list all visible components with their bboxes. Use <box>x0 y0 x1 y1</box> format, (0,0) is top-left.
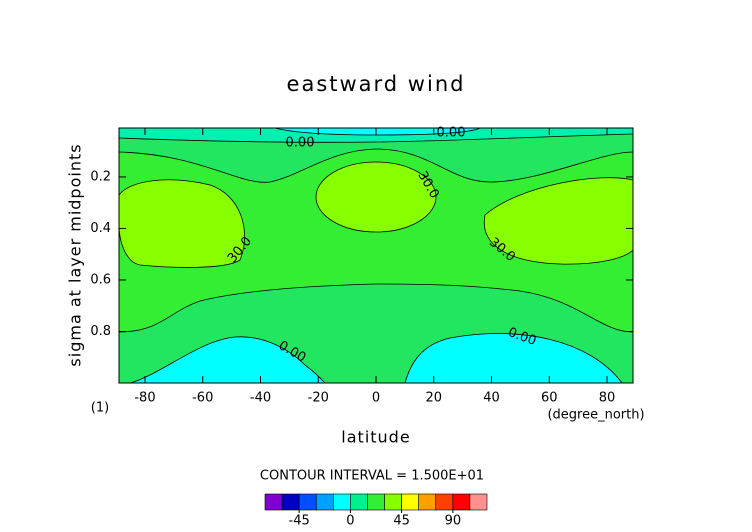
colorbar-box <box>367 493 385 511</box>
y-tick-label: 0.2 <box>90 169 111 184</box>
region <box>130 336 325 383</box>
contour-line <box>404 333 623 384</box>
contour-label: 0.00 <box>437 126 466 141</box>
colorbar-box <box>333 493 351 511</box>
x-tick-label: 0 <box>372 391 380 406</box>
x-tick-label: -80 <box>134 391 155 406</box>
colorbar-box <box>281 493 300 511</box>
x-tick-label: -20 <box>308 391 329 406</box>
x-unit: (degree_north) <box>547 408 644 423</box>
x-tick-label: -60 <box>192 391 213 406</box>
contour-lines <box>118 127 634 384</box>
contour-line <box>118 133 634 143</box>
colorbar-tick-label: 45 <box>393 514 410 529</box>
colorbar-box <box>298 493 317 511</box>
x-tick-label: -40 <box>250 391 271 406</box>
y-axis-label: sigma at layer midpoints <box>66 143 85 366</box>
contour-line <box>118 179 245 268</box>
region <box>119 179 245 268</box>
contour-line <box>118 148 634 183</box>
colorbar-box <box>264 493 283 511</box>
x-tick-label: 80 <box>599 391 616 406</box>
colorbar-box <box>315 493 334 511</box>
region <box>405 333 622 383</box>
y-unit: (1) <box>91 401 109 416</box>
x-tick-label: 20 <box>425 391 442 406</box>
colorbar-tick-label: -45 <box>289 514 310 529</box>
contour-line <box>118 283 634 333</box>
colorbar-box <box>350 493 368 511</box>
region <box>484 177 633 265</box>
y-tick-label: 0.4 <box>90 221 111 236</box>
region <box>316 162 436 232</box>
contour-line <box>483 177 634 265</box>
x-axis-label: latitude <box>341 428 410 447</box>
colorbar-box <box>435 493 454 511</box>
contour-label: 0.00 <box>286 136 315 151</box>
colorbar-tick-label: 0 <box>346 514 354 529</box>
colorbar-box <box>384 493 402 511</box>
colorbar-box <box>469 493 488 511</box>
region <box>119 149 633 332</box>
colorbar-box <box>452 493 471 511</box>
x-tick-label: 60 <box>541 391 558 406</box>
colorbar-box <box>418 493 437 511</box>
contour-interval: CONTOUR INTERVAL = 1.500E+01 <box>260 469 484 484</box>
contour-line <box>129 336 326 384</box>
y-tick-label: 0.6 <box>90 272 111 287</box>
contour-fills <box>119 128 633 383</box>
x-tick-label: 40 <box>483 391 500 406</box>
colorbar-box <box>401 493 419 511</box>
y-tick-label: 0.8 <box>90 324 111 339</box>
contour-line <box>315 161 437 233</box>
colorbar-tick-label: 90 <box>445 514 462 529</box>
region <box>275 128 480 135</box>
chart-title: eastward wind <box>287 72 466 96</box>
